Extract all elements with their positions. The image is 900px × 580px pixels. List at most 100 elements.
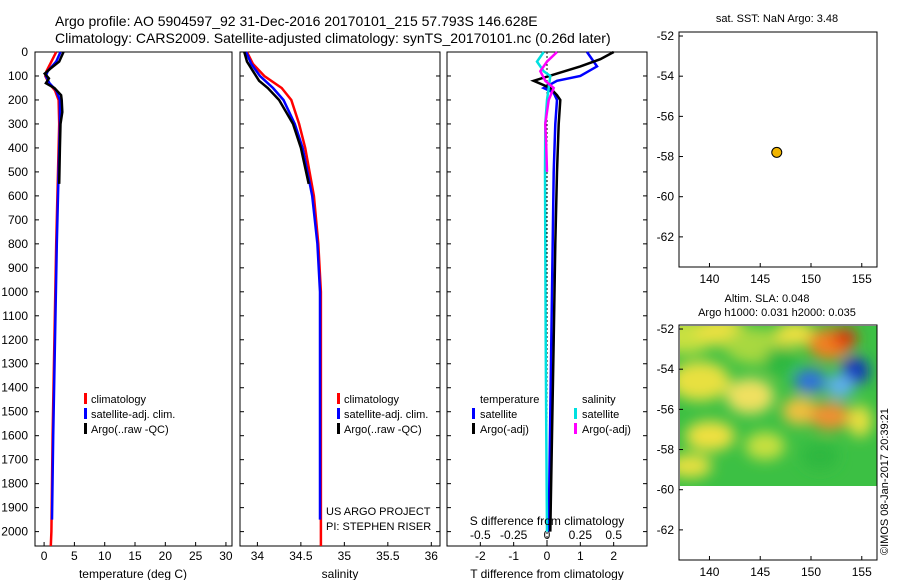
- y-tick-label: -62: [657, 523, 675, 537]
- x-tick-label: 35: [338, 549, 352, 563]
- series-line-satellite-adj: [244, 51, 322, 520]
- x-tick-label: 34: [251, 549, 265, 563]
- legend-heading-salinity: salinity: [582, 394, 616, 406]
- y-tick-label: -52: [657, 322, 675, 336]
- series-line-salinity-satellite: [535, 51, 552, 532]
- difference-panel: -2 -1 0 1 2 -0.5 -0.25 0 0.25 0.5 T difference fr…: [446, 50, 648, 580]
- difference-legend: temperature satellite Argo(-adj) salinit…: [472, 394, 631, 436]
- temperature-panel-frame: [34, 51, 233, 547]
- sla-heatmap: [680, 326, 877, 486]
- legend-label-s-argo: Argo(-adj): [582, 424, 631, 436]
- s-diff-label: S difference from climatology: [470, 514, 625, 528]
- temperature-legend: climatology satellite-adj. clim. Argo(..…: [84, 393, 175, 436]
- x-tick-label: 140: [699, 565, 719, 579]
- series-line-temperature-satellite: [540, 51, 599, 532]
- sla-anomaly-patch: [802, 442, 838, 470]
- sla-anomaly-patch: [833, 328, 857, 348]
- legend-swatch-climatology: [337, 393, 340, 404]
- legend-label-satellite: satellite-adj. clim.: [344, 409, 428, 421]
- legend-swatch-t-satellite: [472, 408, 475, 419]
- x2-tick-label: 0.5: [605, 528, 622, 542]
- series-line-salinity-argo--adj-: [538, 51, 558, 172]
- y-tick-label: 700: [8, 213, 28, 227]
- legend-swatch-satellite: [337, 408, 340, 419]
- x2-tick-label: 0: [544, 528, 551, 542]
- x-tick-label: 34.5: [289, 549, 313, 563]
- legend-label-t-argo: Argo(-adj): [480, 424, 529, 436]
- y-tick-label: -56: [657, 402, 675, 416]
- sla-anomaly-patch: [826, 374, 854, 398]
- y-tick-label: 1100: [2, 309, 28, 323]
- y-tick-label: 1300: [1, 357, 28, 371]
- sla-map-title2: Argo h1000: 0.031 h2000: 0.035: [698, 307, 856, 319]
- legend-label-climatology: climatology: [91, 394, 147, 406]
- project-line1: US ARGO PROJECT: [326, 506, 431, 518]
- y-tick-label: 300: [8, 117, 28, 131]
- legend-label-climatology: climatology: [344, 394, 400, 406]
- x-tick-label: 10: [98, 549, 112, 563]
- sla-map-frame: [678, 324, 878, 561]
- series-line-climatology: [245, 51, 323, 546]
- x-tick-label: 0: [41, 549, 48, 563]
- y-tick-label: 1500: [1, 405, 28, 419]
- x-tick-label: 25: [189, 549, 203, 563]
- x2-tick-label: -0.5: [470, 528, 491, 542]
- sla-anomaly-patch: [685, 421, 735, 451]
- series-line-temperature-argo--adj-: [530, 50, 615, 532]
- legend-label-s-satellite: satellite: [582, 409, 619, 421]
- figure-title-line2: Climatology: CARS2009. Satellite-adjuste…: [55, 30, 611, 46]
- legend-label-argo: Argo(..raw -QC): [344, 424, 422, 436]
- y-tick-label: 900: [8, 261, 28, 275]
- x-tick-label: 140: [699, 272, 719, 286]
- x-tick-label: 2: [610, 549, 617, 563]
- y-tick-label: 600: [8, 189, 28, 203]
- sla-anomaly-patch: [775, 326, 815, 346]
- y-tick-label: 100: [8, 69, 28, 83]
- sla-anomaly-patch: [794, 369, 826, 393]
- sla-anomaly-patch: [726, 378, 774, 414]
- y-tick-label: 1900: [1, 501, 28, 515]
- x-tick-label: 35.5: [376, 549, 400, 563]
- series-line-argo: [243, 51, 310, 185]
- x-tick-label: 36: [425, 549, 439, 563]
- y-tick-label: -54: [657, 362, 675, 376]
- x-tick-label: 145: [750, 272, 770, 286]
- legend-swatch-argo: [84, 423, 87, 434]
- y-tick-label: 800: [8, 237, 28, 251]
- sla-anomaly-patch: [680, 361, 730, 401]
- y-tick-label: 1700: [1, 453, 28, 467]
- y-tick-label: 0: [21, 45, 28, 59]
- legend-label-satellite: satellite-adj. clim.: [91, 409, 175, 421]
- y-tick-label: 1800: [1, 477, 28, 491]
- legend-swatch-s-satellite: [574, 408, 577, 419]
- y-tick-label: -56: [657, 109, 675, 123]
- y-tick-label: -62: [657, 230, 675, 244]
- temperature-panel: 0100200300400500600700800900100011001200…: [1, 45, 233, 580]
- salinity-panel-frame: [239, 51, 441, 547]
- y-tick-label: 1200: [1, 333, 28, 347]
- sst-map-title: sat. SST: NaN Argo: 3.48: [716, 13, 838, 25]
- x2-tick-label: 0.25: [569, 528, 593, 542]
- legend-swatch-climatology: [84, 393, 87, 404]
- y-tick-label: -54: [657, 69, 675, 83]
- t-diff-xlabel: T difference from climatology: [470, 567, 624, 580]
- temperature-xlabel: temperature (deg C): [79, 567, 187, 580]
- y-tick-label: 1400: [1, 381, 28, 395]
- x-tick-label: 15: [128, 549, 142, 563]
- sla-map-panel: Altim. SLA: 0.048 Argo h1000: 0.031 h200…: [657, 293, 891, 579]
- x-tick-label: 1: [577, 549, 584, 563]
- x2-tick-label: -0.25: [500, 528, 528, 542]
- sst-map-frame: [678, 31, 878, 268]
- x-tick-label: 5: [71, 549, 78, 563]
- x-tick-label: 150: [801, 272, 821, 286]
- argo-location-marker: [771, 146, 783, 158]
- y-tick-label: 1600: [1, 429, 28, 443]
- project-line2: PI: STEPHEN RISER: [326, 521, 431, 533]
- series-line-argo: [42, 51, 65, 184]
- sla-anomaly-patch: [810, 402, 850, 430]
- sla-anomaly-patch: [848, 405, 872, 437]
- x-tick-label: 30: [219, 549, 233, 563]
- legend-label-argo: Argo(..raw -QC): [91, 424, 169, 436]
- x-tick-label: 150: [801, 565, 821, 579]
